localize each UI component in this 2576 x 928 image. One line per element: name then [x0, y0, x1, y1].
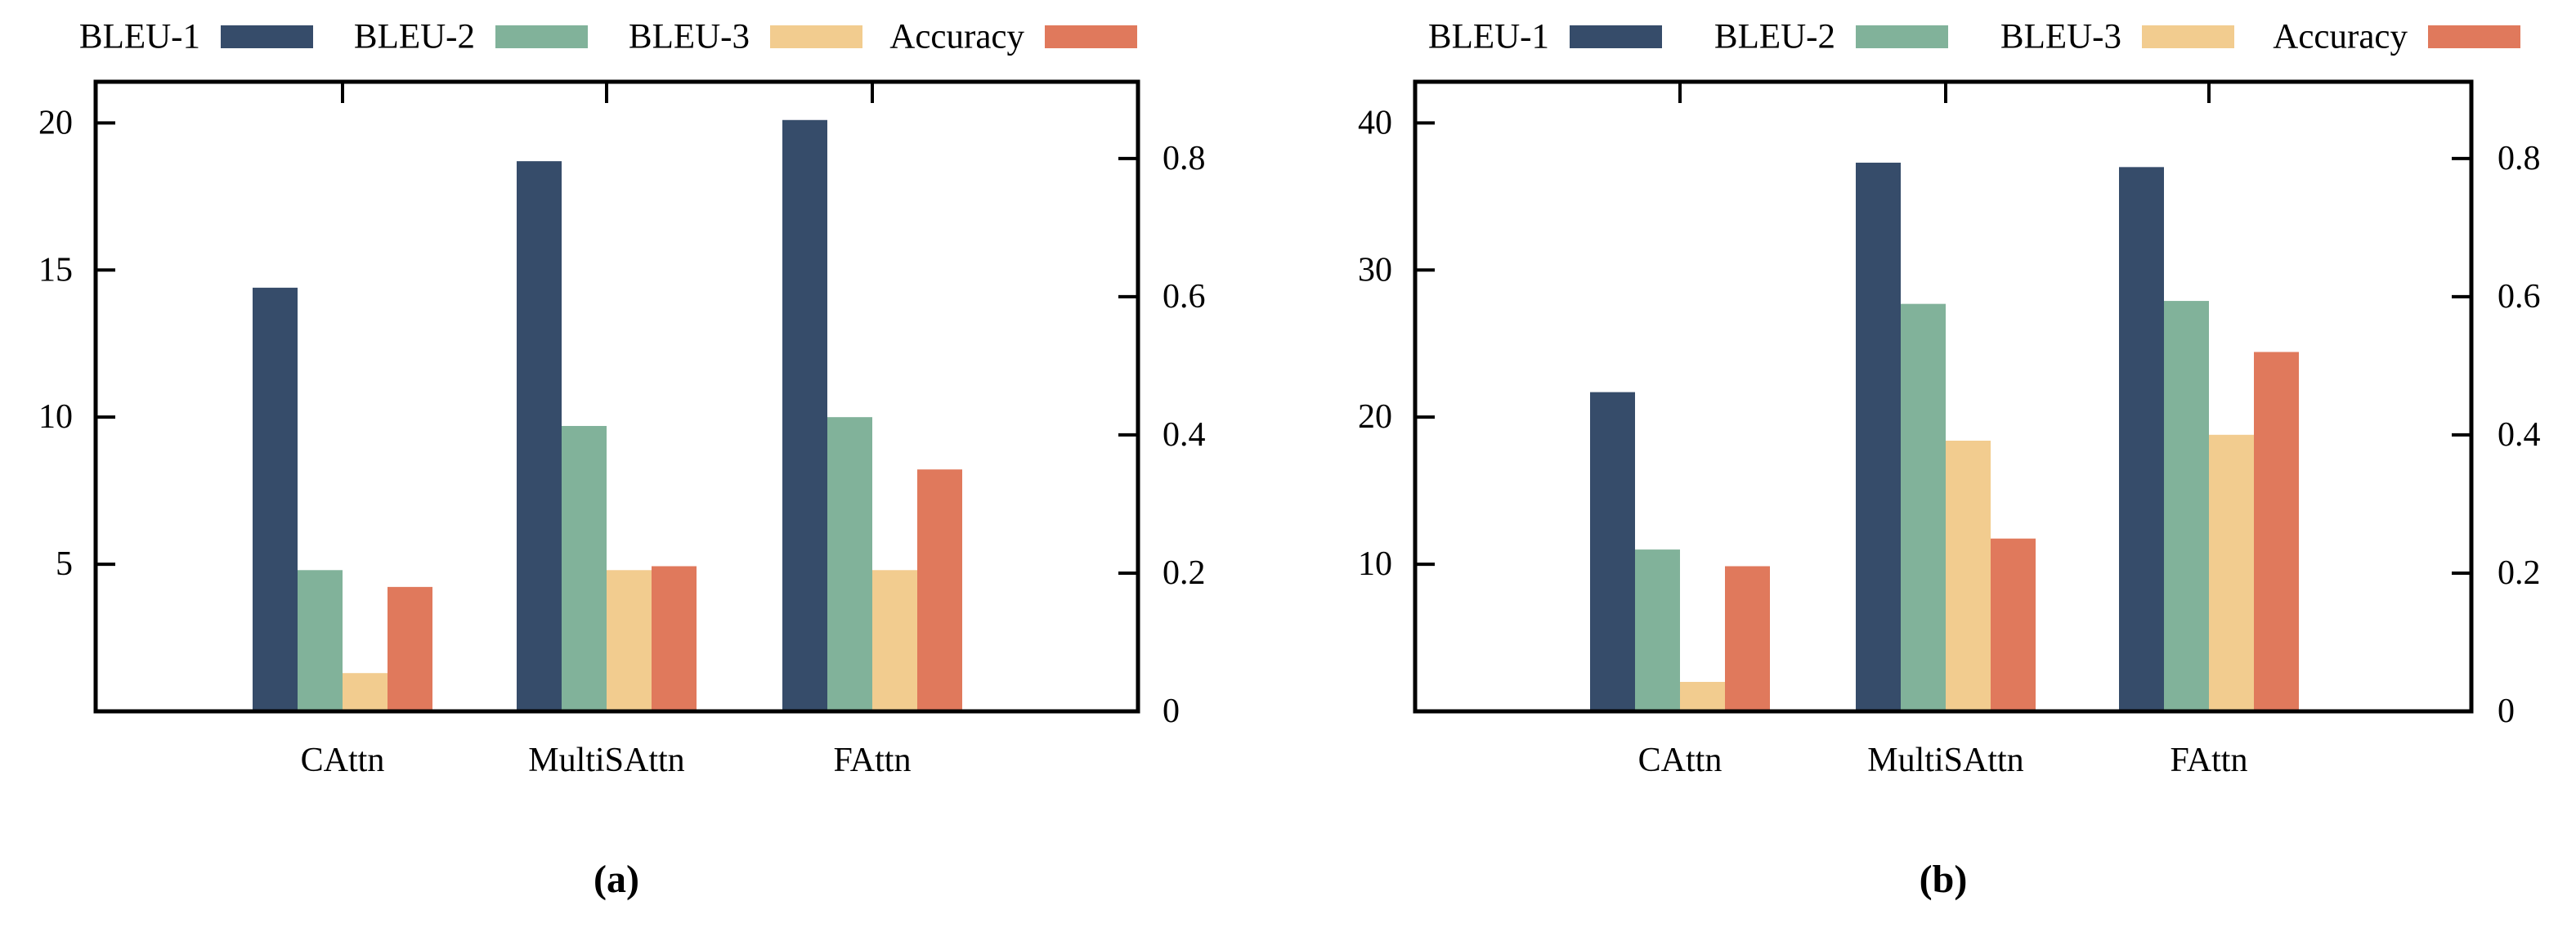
- right-axis-tick-label: 0.6: [2498, 278, 2541, 316]
- right-axis-tick-label: 0.6: [1163, 278, 1206, 316]
- bar-bleu-3-fattn: [872, 570, 917, 711]
- right-axis-tick-label: 0: [2498, 693, 2515, 730]
- chart-panel-b: BLEU-1 BLEU-2 BLEU-3 Accuracy CAttn MultiSAtt…: [1288, 0, 2576, 928]
- left-axis-tick-label: 15: [38, 251, 73, 289]
- bar-bleu-2-multisattn: [562, 425, 607, 711]
- bar-accuracy-cattn: [388, 586, 432, 711]
- legend-label-bleu-1: BLEU-1: [79, 18, 200, 56]
- legend-swatch-accuracy: [1045, 25, 1137, 48]
- left-axis-tick-label: 10: [38, 398, 73, 436]
- legend-label-accuracy: Accuracy: [2273, 18, 2408, 56]
- legend-swatch-bleu-1: [1570, 25, 1662, 48]
- right-axis-tick-label: 0.2: [2498, 554, 2541, 592]
- legend-swatch-bleu-3: [2142, 25, 2234, 48]
- category-label-multisattn: MultiSAttn: [528, 742, 684, 779]
- bar-bleu-2-cattn: [298, 570, 343, 711]
- category-label-multisattn: MultiSAttn: [1867, 742, 2023, 779]
- right-axis-tick-label: 0: [1163, 693, 1180, 730]
- category-label-cattn: CAttn: [1638, 742, 1723, 779]
- right-axis-tick-label: 0.8: [2498, 140, 2541, 177]
- legend-swatch-bleu-2: [1856, 25, 1948, 48]
- bar-accuracy-fattn: [2254, 352, 2299, 711]
- chart-a-canvas: BLEU-1 BLEU-2 BLEU-3 Accuracy CAttn MultiSAtt…: [38, 18, 1206, 780]
- bar-bleu-1-cattn: [253, 287, 298, 712]
- legend-label-bleu-2: BLEU-2: [354, 18, 475, 56]
- legend-label-bleu-2: BLEU-2: [1714, 18, 1835, 56]
- caption-b: (b): [1919, 858, 1968, 901]
- bar-bleu-1-fattn: [782, 119, 827, 711]
- bar-bleu-3-multisattn: [607, 570, 652, 711]
- bar-bleu-3-cattn: [343, 673, 388, 711]
- bar-bleu-3-multisattn: [1946, 440, 1991, 711]
- plot-frame: [1413, 79, 2474, 714]
- bar-bleu-2-fattn: [827, 417, 872, 711]
- right-axis-tick-label: 0.4: [1163, 416, 1206, 454]
- bar-bleu-3-cattn: [1680, 682, 1725, 711]
- left-axis-tick-label: 5: [56, 545, 73, 583]
- bar-bleu-2-multisattn: [1901, 303, 1946, 711]
- legend-swatch-accuracy: [2428, 25, 2520, 48]
- bar-accuracy-fattn: [917, 469, 962, 711]
- category-label-cattn: CAttn: [301, 742, 385, 779]
- bar-bleu-1-multisattn: [517, 161, 562, 711]
- bar-bleu-1-fattn: [2119, 167, 2164, 711]
- legend-label-bleu-1: BLEU-1: [1428, 18, 1549, 56]
- bar-bleu-1-cattn: [1590, 392, 1635, 711]
- legend-swatch-bleu-2: [495, 25, 588, 48]
- plot-frame: [93, 79, 1140, 714]
- left-axis-tick-label: 20: [38, 104, 73, 141]
- chart-b-canvas: BLEU-1 BLEU-2 BLEU-3 Accuracy CAttn MultiSAtt…: [1358, 18, 2541, 780]
- chart-panel-a: BLEU-1 BLEU-2 BLEU-3 Accuracy CAttn MultiSAtt…: [38, 18, 1206, 902]
- legend-label-bleu-3: BLEU-3: [629, 18, 750, 56]
- bar-bleu-3-fattn: [2209, 434, 2254, 711]
- right-axis-tick-label: 0.8: [1163, 140, 1206, 177]
- legend-label-accuracy: Accuracy: [889, 18, 1024, 56]
- bar-bleu-2-fattn: [2164, 301, 2209, 711]
- category-label-fattn: FAttn: [2171, 742, 2248, 779]
- category-label-fattn: FAttn: [834, 742, 912, 779]
- caption-a: (a): [594, 858, 639, 901]
- left-axis-tick-label: 40: [1358, 104, 1392, 141]
- legend-swatch-bleu-3: [770, 25, 862, 48]
- legend-swatch-bleu-1: [221, 25, 313, 48]
- right-axis-tick-label: 0.4: [2498, 416, 2541, 454]
- right-axis-tick-label: 0.2: [1163, 554, 1206, 592]
- legend-label-bleu-3: BLEU-3: [2000, 18, 2121, 56]
- bar-accuracy-cattn: [1725, 566, 1770, 711]
- left-axis-tick-label: 30: [1358, 251, 1392, 289]
- left-axis-tick-label: 20: [1358, 398, 1392, 436]
- bar-accuracy-multisattn: [1991, 538, 2036, 711]
- bar-bleu-2-cattn: [1635, 549, 1680, 711]
- left-axis-tick-label: 10: [1358, 545, 1392, 583]
- bar-bleu-1-multisattn: [1856, 162, 1901, 711]
- bar-accuracy-multisattn: [652, 566, 697, 711]
